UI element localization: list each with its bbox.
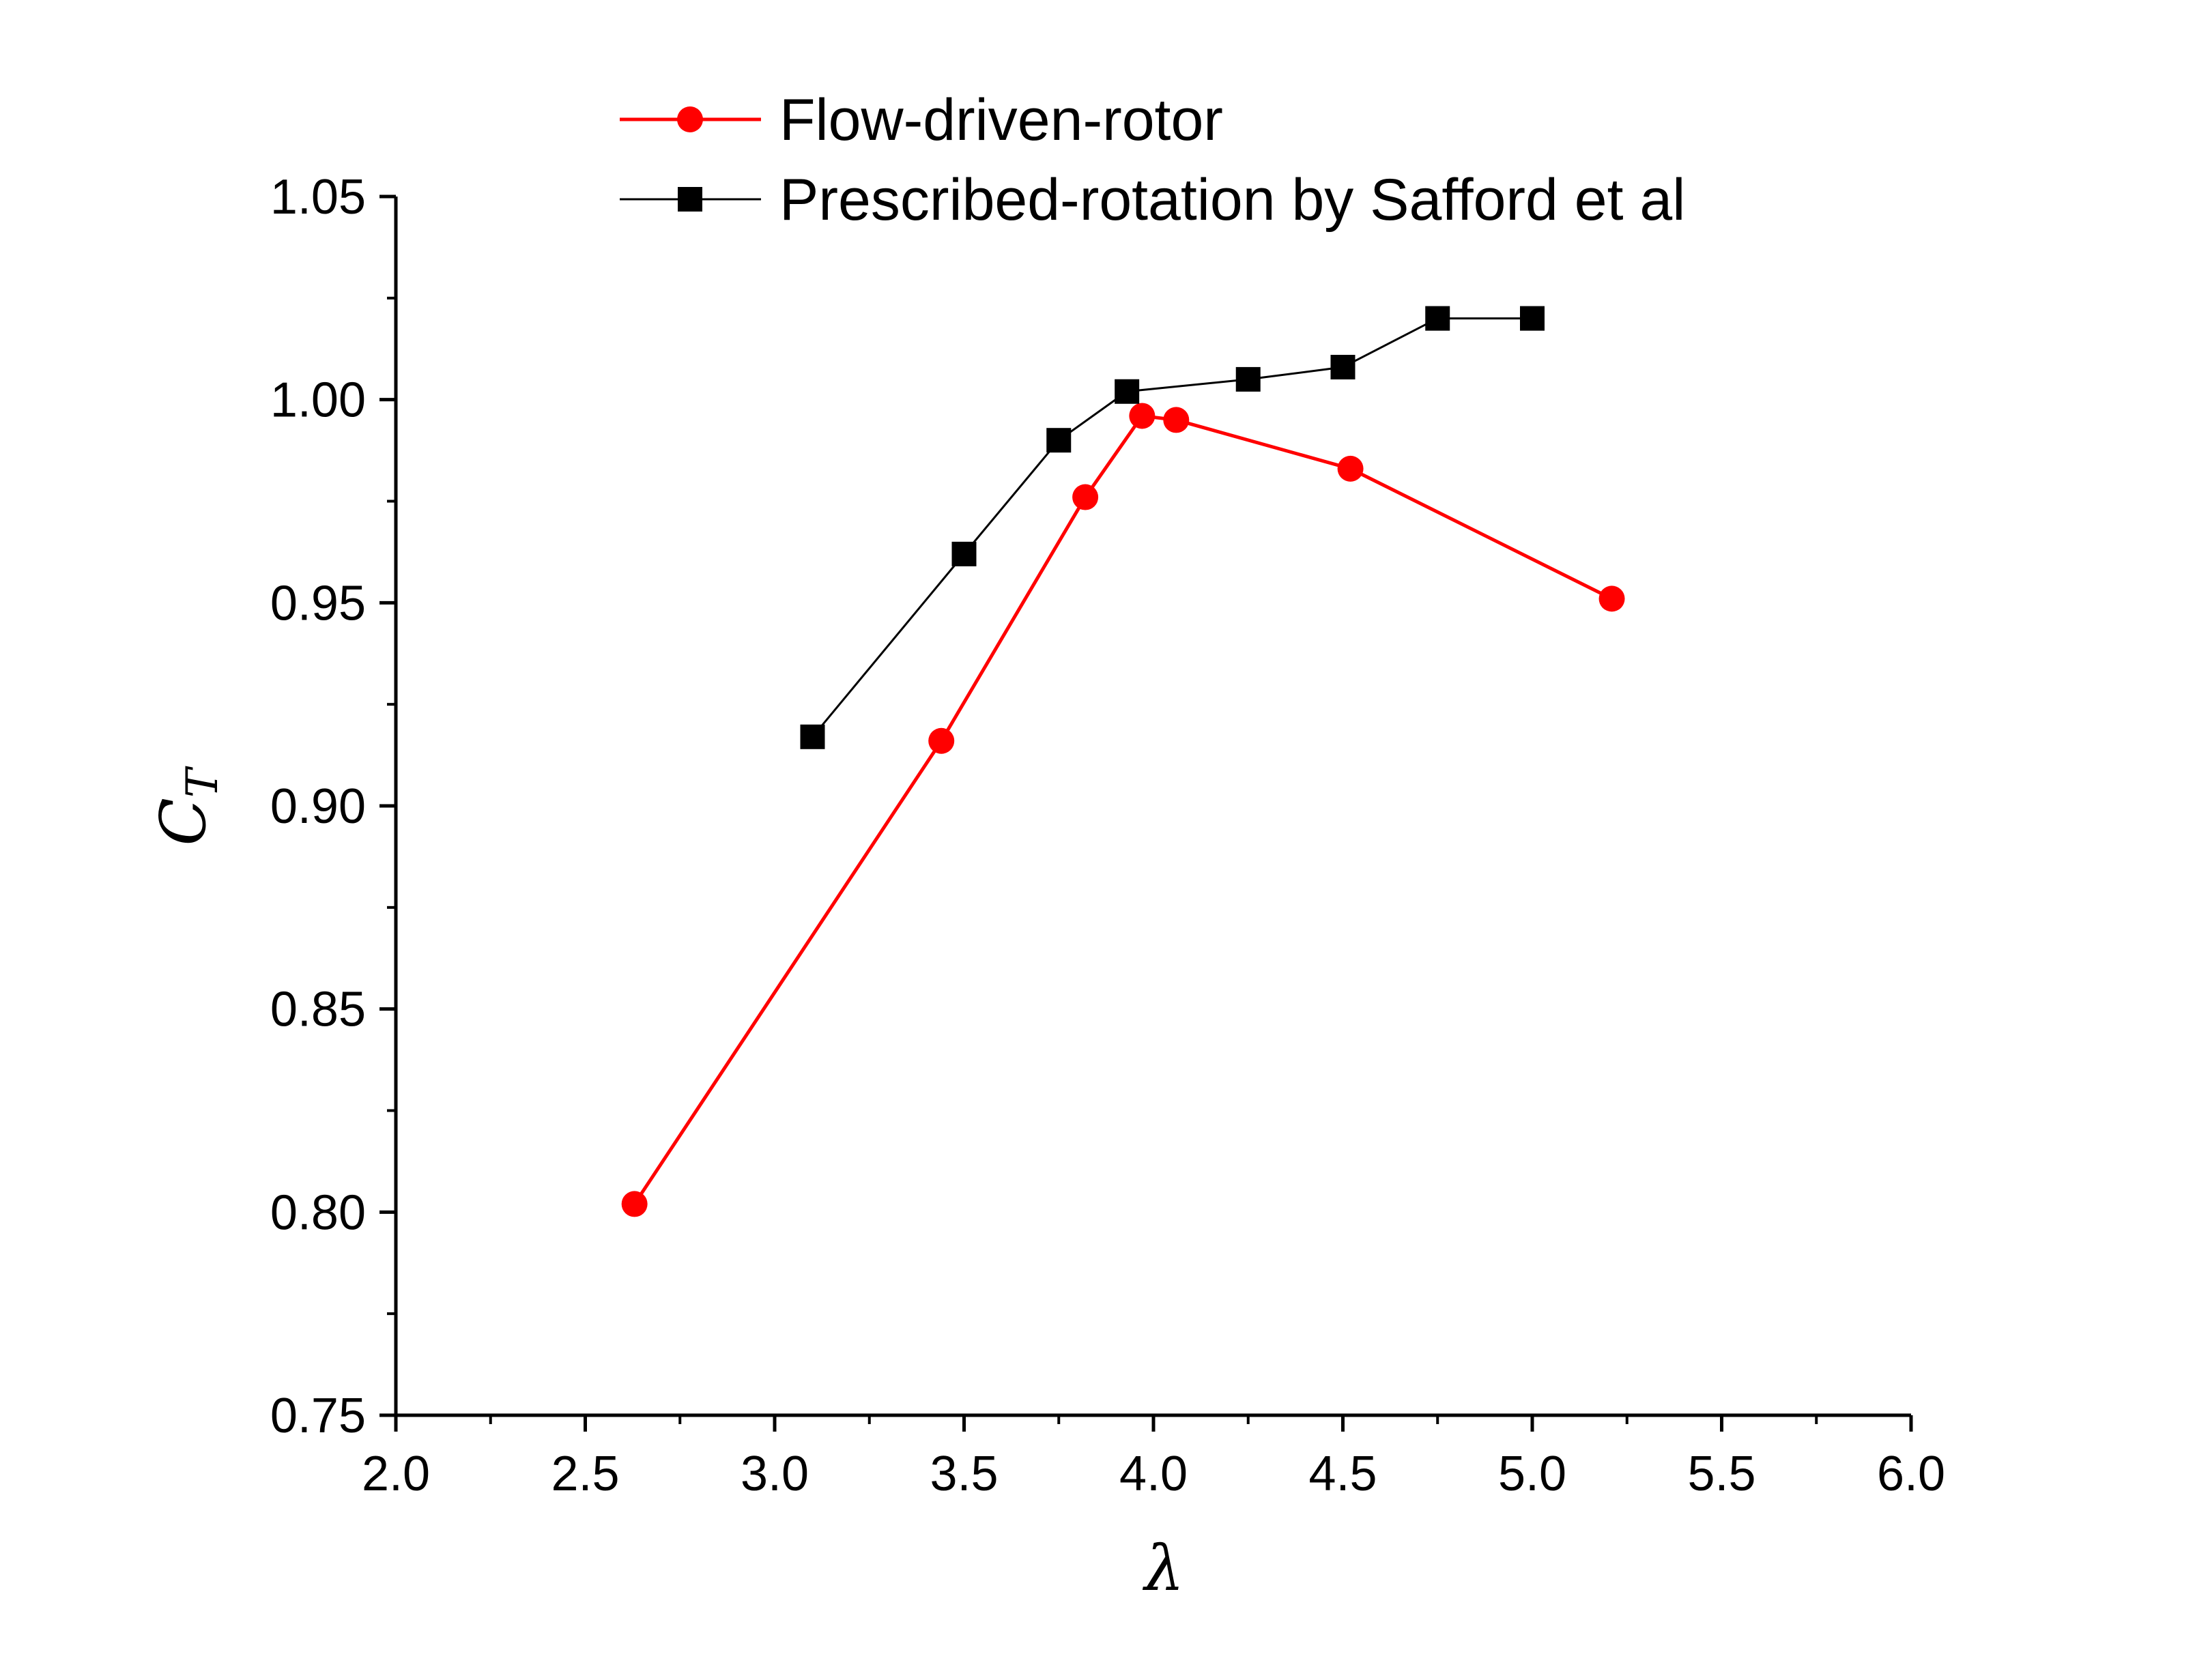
data-point: [1129, 403, 1156, 429]
x-tick-label: 4.5: [1308, 1447, 1377, 1501]
data-point: [1072, 484, 1099, 510]
y-tick-label: 0.85: [270, 983, 366, 1037]
data-point: [800, 724, 825, 749]
y-tick-label: 1.05: [270, 170, 366, 225]
x-tick-label: 3.5: [930, 1447, 998, 1501]
plot-series: [621, 306, 1625, 1217]
data-point: [1163, 407, 1190, 433]
data-point: [1330, 355, 1355, 380]
x-tick-label: 3.0: [741, 1447, 809, 1501]
axes: 2.0 2.5 3.0 3.5 4.0 4.5 5.0 5.5 6.0 0.75 0.80 0.85 0…: [270, 170, 1945, 1501]
x-axis-title: λ: [1142, 1532, 1184, 1605]
y-tick-label: 0.90: [270, 779, 366, 834]
legend-entry: Flow-driven-rotor: [620, 87, 1223, 153]
x-tick-label: 5.0: [1498, 1447, 1566, 1501]
x-tick-label: 6.0: [1877, 1447, 1945, 1501]
y-tick-label: 1.00: [270, 373, 366, 428]
data-point: [621, 1191, 648, 1217]
legend-marker: [678, 187, 702, 212]
series-line: [812, 317, 1532, 738]
x-tick-label: 4.0: [1119, 1447, 1188, 1501]
x-tick-label: 5.5: [1687, 1447, 1755, 1501]
y-axis-title-main: C: [147, 798, 220, 845]
x-tick-label: 2.0: [362, 1447, 430, 1501]
series-prescribed-rotation: [800, 306, 1545, 749]
data-point: [1115, 379, 1140, 404]
data-point: [1598, 585, 1625, 612]
data-point: [1235, 366, 1261, 392]
data-point: [1425, 306, 1450, 331]
y-tick-label: 0.75: [270, 1389, 366, 1443]
data-point: [1337, 455, 1364, 482]
data-point: [1046, 428, 1072, 453]
data-point: [951, 541, 977, 566]
legend-marker: [677, 106, 703, 132]
legend-entry: Prescribed-rotation by Safford et al: [620, 167, 1685, 233]
legend: Flow-driven-rotor Prescribed-rotation by …: [620, 87, 1685, 233]
legend-label: Flow-driven-rotor: [779, 87, 1223, 153]
x-tick-label: 2.5: [551, 1447, 619, 1501]
y-tick-label: 0.80: [270, 1185, 366, 1240]
y-axis-title-subscript: T: [177, 766, 228, 798]
data-point: [1520, 306, 1545, 331]
data-point: [928, 727, 955, 754]
y-axis-title: CT: [147, 766, 228, 845]
series-flow-driven-rotor: [621, 403, 1625, 1217]
legend-label: Prescribed-rotation by Safford et al: [779, 167, 1685, 233]
y-tick-label: 0.95: [270, 576, 366, 631]
